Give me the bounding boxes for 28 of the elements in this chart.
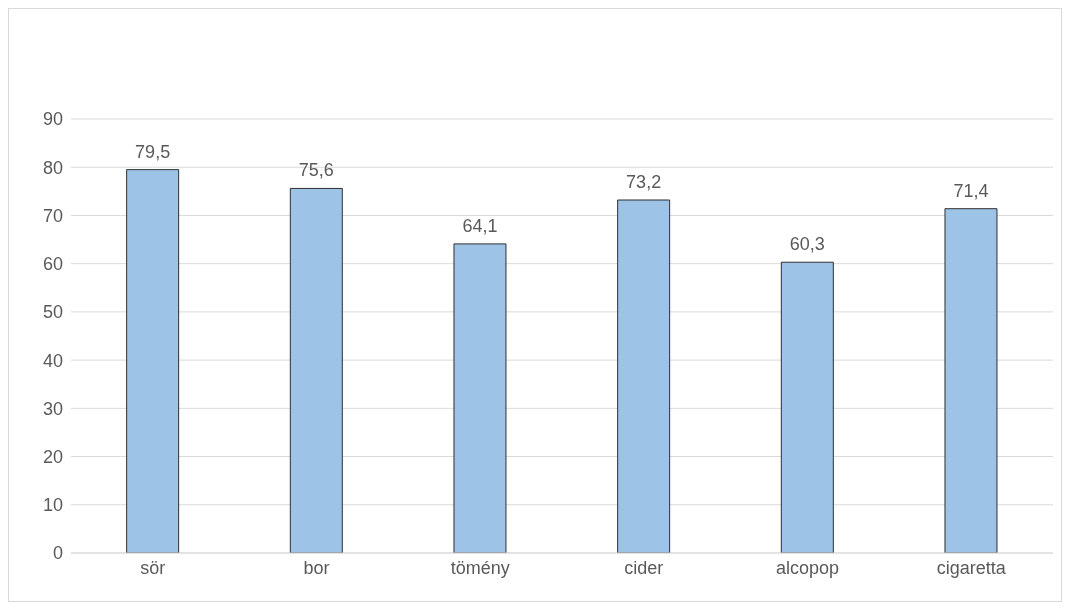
x-tick-label: sör (140, 557, 166, 578)
data-label: 73,2 (626, 172, 662, 193)
y-tick-label: 30 (42, 398, 63, 419)
x-tick-label: tömény (450, 557, 510, 578)
y-tick-label: 60 (42, 254, 63, 275)
x-tick-label: bor (303, 557, 330, 578)
data-label: 60,3 (789, 234, 825, 255)
data-label: 79,5 (135, 141, 171, 162)
data-label: 64,1 (462, 215, 498, 236)
data-label: 75,6 (298, 160, 334, 181)
y-tick-label: 40 (42, 350, 63, 371)
bar (453, 243, 507, 553)
bar (944, 208, 998, 553)
bar (780, 261, 834, 553)
y-tick-label: 90 (42, 109, 63, 130)
data-label: 71,4 (953, 180, 989, 201)
x-tick-label: cider (624, 557, 664, 578)
x-tick-label: alcopop (775, 557, 840, 578)
y-tick-label: 80 (42, 157, 63, 178)
y-tick-label: 10 (42, 495, 63, 516)
y-tick-label: 70 (42, 205, 63, 226)
y-tick-label: 0 (52, 543, 63, 564)
bar (126, 169, 180, 553)
bar (289, 187, 343, 553)
x-tick-label: cigaretta (936, 557, 1007, 578)
y-tick-label: 20 (42, 446, 63, 467)
y-tick-label: 50 (42, 302, 63, 323)
bar (617, 199, 671, 553)
